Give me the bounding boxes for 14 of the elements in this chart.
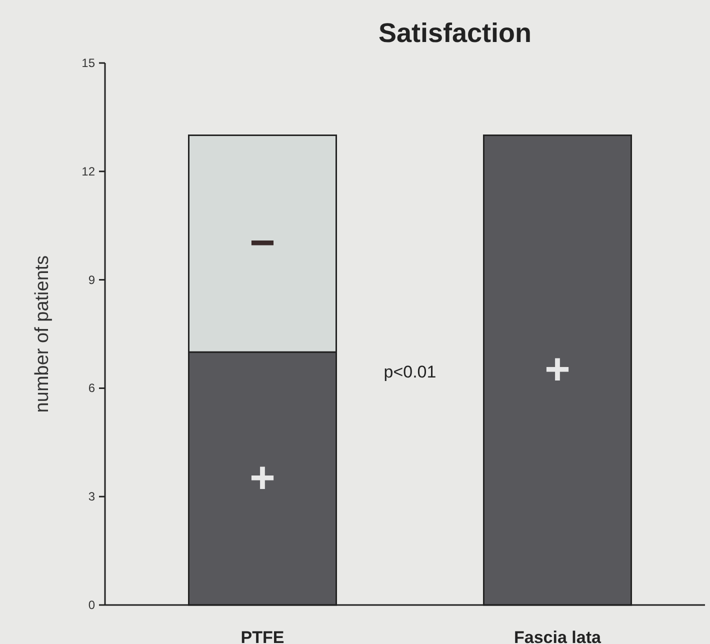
y-tick-label: 12 (82, 164, 96, 178)
series-label: − (250, 218, 276, 268)
chart-title: Satisfaction (378, 18, 532, 48)
x-tick-label: PTFE (240, 628, 284, 644)
y-tick-label: 6 (88, 381, 96, 396)
text: + (544, 345, 570, 394)
y-axis-title: number of patients (32, 255, 53, 413)
y-tick-label: 3 (88, 490, 96, 504)
annotation: p<0.01 (384, 362, 436, 382)
y-tick-label: 9 (88, 272, 96, 287)
y-tick-label: 15 (82, 56, 96, 70)
series-label: + (250, 454, 276, 503)
x-tick-label: Fascia lata (514, 628, 602, 644)
y-tick-label: 0 (88, 598, 96, 612)
